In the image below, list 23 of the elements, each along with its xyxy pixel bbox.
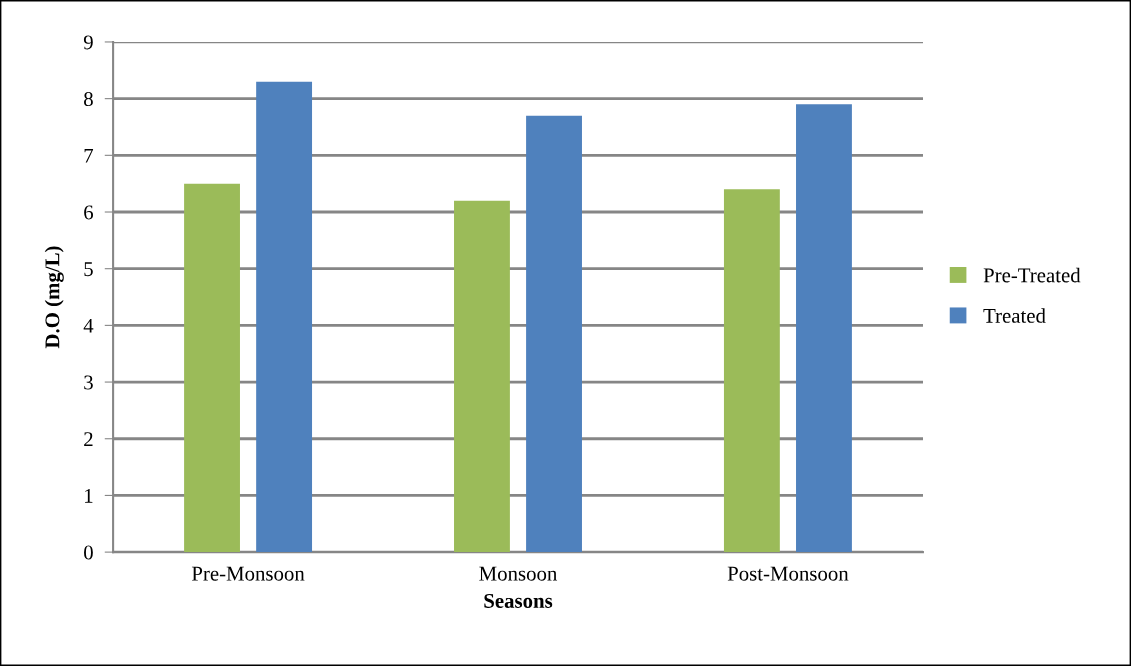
y-tick-label: 7 <box>84 148 94 163</box>
bar <box>256 81 313 553</box>
y-tick-label: 4 <box>83 318 94 333</box>
y-tick-label: 2 <box>84 432 93 446</box>
y-axis-title: D.O (mg/L) <box>44 246 64 349</box>
bar <box>723 189 780 553</box>
y-tick-label: 1 <box>85 488 93 503</box>
bar <box>796 104 852 553</box>
y-tick-label: 6 <box>84 205 94 220</box>
y-tick-label: 5 <box>84 262 93 277</box>
x-tick-label: Monsoon <box>479 566 558 581</box>
x-axis-title: Seasons <box>484 593 553 608</box>
x-tick-label: Pre-Monsoon <box>191 566 305 581</box>
y-tick-label: 0 <box>84 545 93 560</box>
legend-label: Pre-Treated <box>983 267 1081 283</box>
y-tick-label: 9 <box>83 35 93 50</box>
y-tick-label: 3 <box>84 375 93 390</box>
bar <box>454 200 510 553</box>
bar <box>526 115 582 553</box>
bar <box>184 183 240 553</box>
legend-label: Treated <box>983 308 1046 323</box>
y-tick-label: 8 <box>84 92 93 107</box>
x-tick-label: Post-Monsoon <box>727 566 849 581</box>
